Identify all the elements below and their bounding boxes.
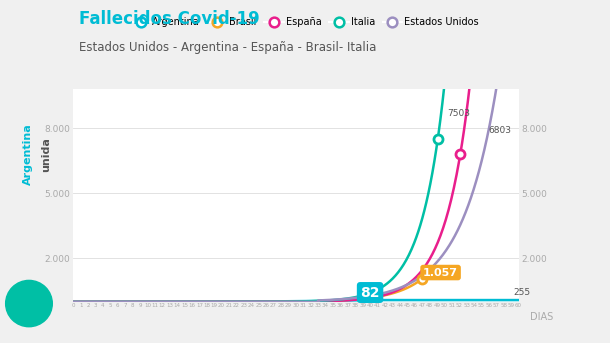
Text: Fallecidos Covid-19: Fallecidos Covid-19	[79, 10, 260, 28]
Text: 82: 82	[361, 285, 380, 299]
Text: 7503: 7503	[448, 108, 471, 118]
Text: 6803: 6803	[489, 126, 511, 135]
Text: 255: 255	[514, 288, 531, 297]
Text: DIAS: DIAS	[529, 312, 553, 322]
Text: 18.849: 18.849	[0, 342, 1, 343]
Text: Estados Unidos - Argentina - España - Brasil- Italia: Estados Unidos - Argentina - España - Br…	[79, 41, 377, 54]
Text: 1.057: 1.057	[423, 268, 458, 277]
Text: 15.970: 15.970	[0, 342, 1, 343]
Text: 18.430: 18.430	[0, 342, 1, 343]
Text: unida: unida	[41, 137, 51, 172]
Circle shape	[5, 281, 52, 327]
Text: Argentina: Argentina	[23, 123, 32, 185]
Legend: Argentina, Brasil, España, Italia, Estados Unidos: Argentina, Brasil, España, Italia, Estad…	[127, 13, 483, 31]
